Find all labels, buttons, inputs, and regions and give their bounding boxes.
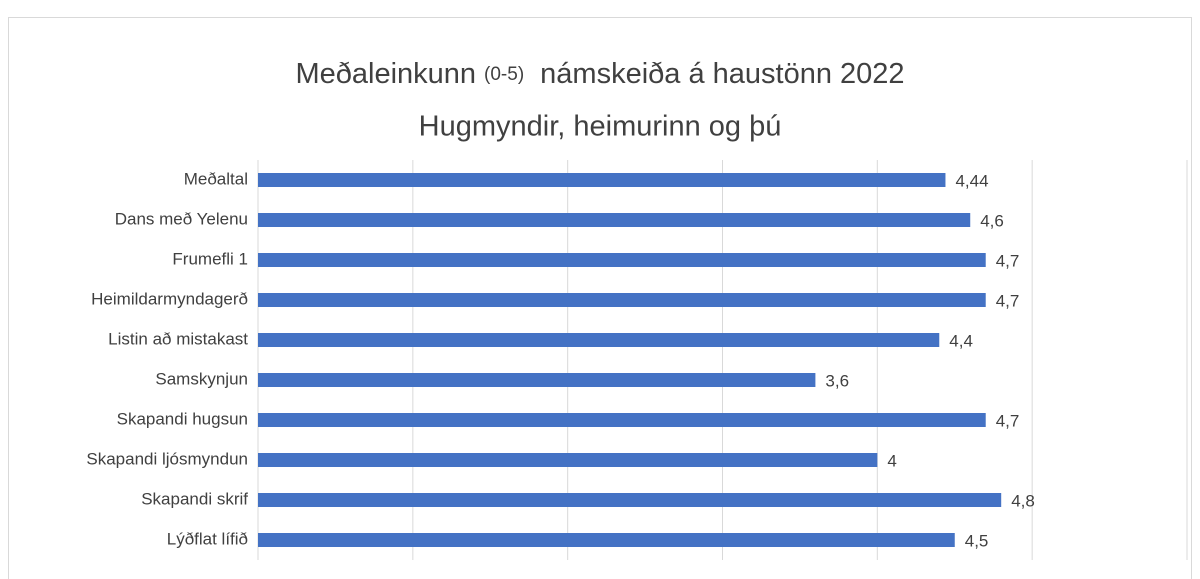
y-tick-label: Samskynjun xyxy=(155,369,248,388)
data-label: 4,7 xyxy=(996,411,1020,430)
y-tick-label: Listin að mistakast xyxy=(108,329,248,348)
bar xyxy=(258,533,955,547)
data-label: 4,5 xyxy=(965,531,989,550)
data-label: 4,7 xyxy=(996,291,1020,310)
chart-subtitle: Hugmyndir, heimurinn og þú xyxy=(419,111,782,143)
data-label: 4,7 xyxy=(996,251,1020,270)
data-label: 4 xyxy=(887,451,896,470)
bar xyxy=(258,293,986,307)
data-label: 4,8 xyxy=(1011,491,1035,510)
title-part: Meðaleinkunn xyxy=(295,58,476,90)
y-tick-label: Skapandi hugsun xyxy=(117,409,248,428)
y-tick-label: Heimildarmyndagerð xyxy=(91,289,248,308)
bar xyxy=(258,453,878,467)
bar xyxy=(258,493,1002,507)
y-tick-label: Meðaltal xyxy=(184,169,248,188)
bar xyxy=(258,413,986,427)
y-tick-label: Lýðflat lífið xyxy=(167,529,248,548)
bar xyxy=(258,253,986,267)
bar xyxy=(258,173,946,187)
data-label: 4,44 xyxy=(955,171,988,190)
y-tick-label: Skapandi ljósmyndun xyxy=(86,449,248,468)
y-tick-label: Frumefli 1 xyxy=(172,249,248,268)
y-tick-label: Skapandi skrif xyxy=(141,489,248,508)
bar xyxy=(258,333,940,347)
data-label: 4,6 xyxy=(980,211,1004,230)
y-tick-label: Dans með Yelenu xyxy=(115,209,248,228)
bar xyxy=(258,373,816,387)
title-part: námskeiða á haustönn 2022 xyxy=(540,58,904,90)
title-part: (0-5) xyxy=(484,64,524,85)
bar xyxy=(258,213,971,227)
chart-title: Meðaleinkunn (0-5) námskeiða á haustönn 20… xyxy=(295,58,904,90)
data-label: 3,6 xyxy=(825,371,849,390)
data-label: 4,4 xyxy=(949,331,973,350)
